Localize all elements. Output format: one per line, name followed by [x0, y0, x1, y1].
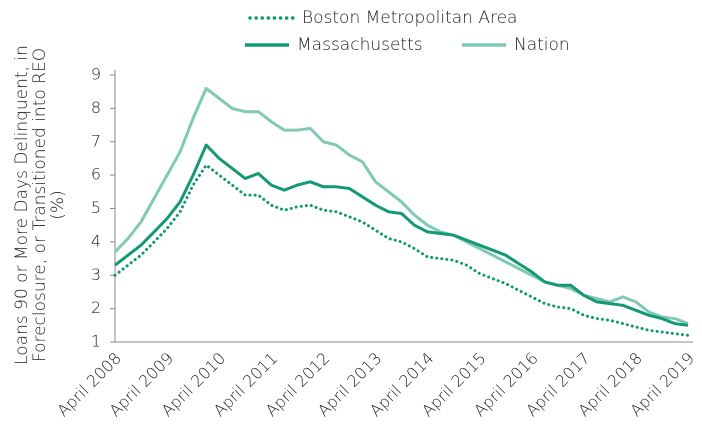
line-series	[113, 86, 689, 326]
y-tick-label: 2	[91, 298, 101, 317]
legend-label: Boston Metropolitan Area	[302, 8, 517, 28]
y-axis-label: Loans 90 or More Days Delinquent, in	[12, 45, 32, 365]
y-tick-label: 9	[91, 65, 101, 84]
y-tick-label: 3	[91, 265, 101, 284]
legend-label: Nation	[514, 35, 570, 55]
y-tick-label: 5	[91, 198, 101, 217]
y-axis-label: Foreclosure, or Transitioned into REO	[30, 48, 50, 362]
legend-label: Massachusetts	[297, 35, 423, 55]
y-axis-label: (%)	[48, 190, 68, 219]
y-tick-label: 6	[91, 165, 101, 184]
line-series	[114, 143, 689, 327]
y-tick-label: 8	[91, 98, 101, 117]
y-tick-label: 7	[91, 131, 101, 150]
y-tick-label: 1	[91, 332, 101, 351]
y-tick-label: 4	[91, 231, 101, 250]
line-series	[113, 163, 690, 337]
